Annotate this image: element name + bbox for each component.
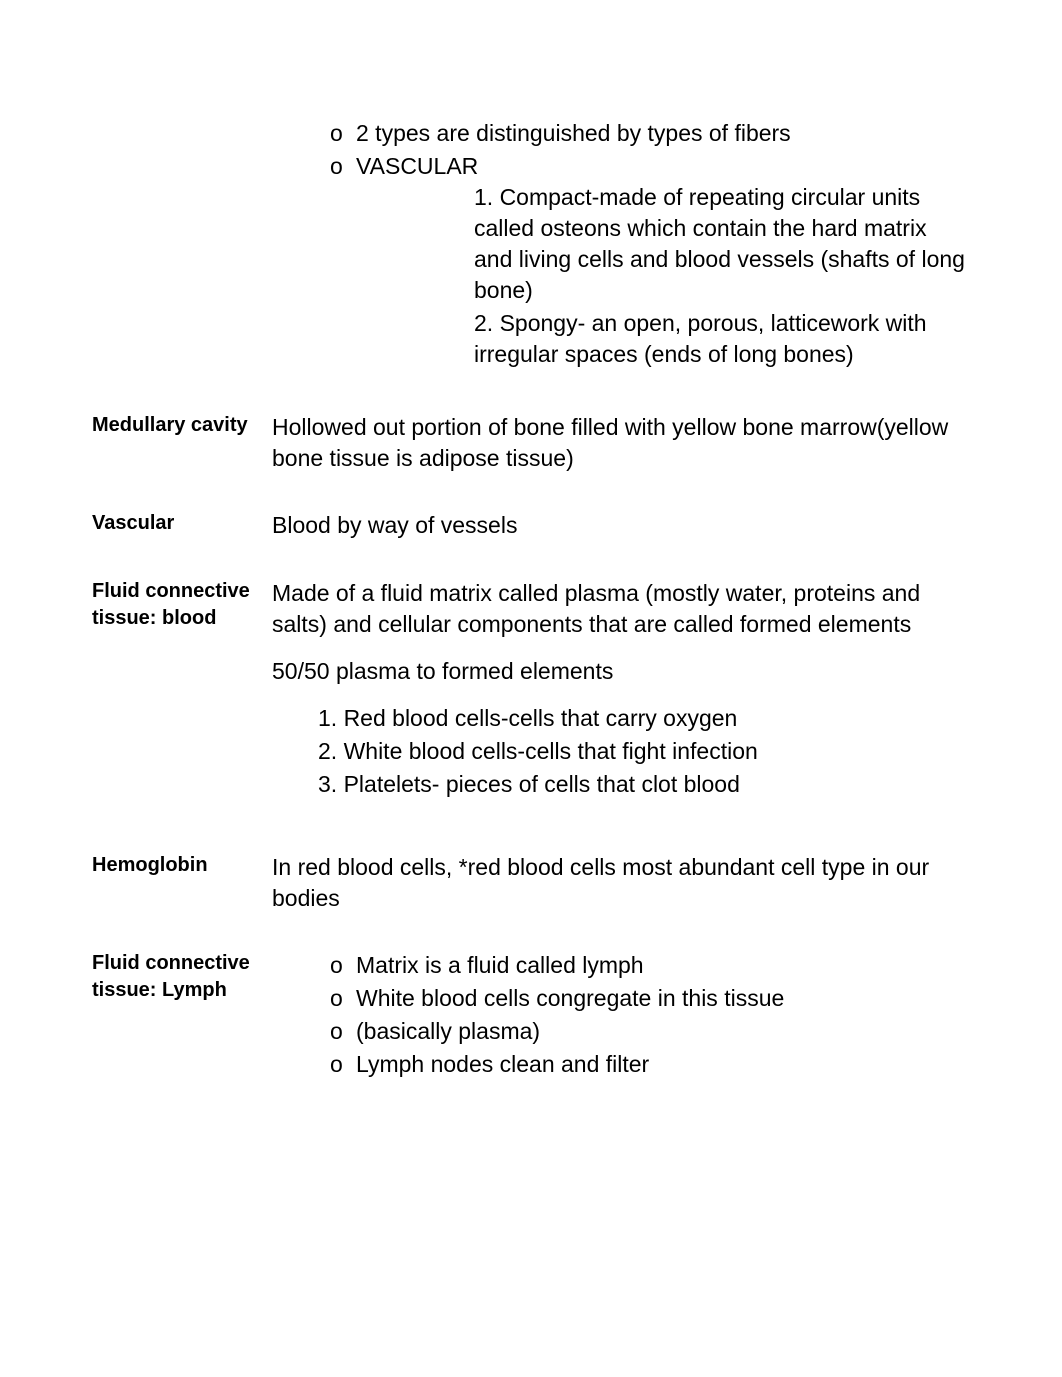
bullet-text: Matrix is a fluid called lymph: [356, 952, 644, 978]
paragraph: Hollowed out portion of bone filled with…: [272, 412, 970, 474]
definition: Matrix is a fluid called lymph White blo…: [272, 950, 970, 1082]
term-label: Medullary cavity: [92, 412, 272, 439]
paragraph: 50/50 plasma to formed elements: [272, 656, 970, 687]
list-item: 3. Platelets- pieces of cells that clot …: [318, 769, 970, 800]
blood-numlist: 1. Red blood cells-cells that carry oxyg…: [272, 703, 970, 800]
entry-fluid-connective-lymph: Fluid connective tissue: Lymph Matrix is…: [92, 950, 970, 1082]
entry-vascular: Vascular Blood by way of vessels: [92, 510, 970, 541]
entry-hemoglobin: Hemoglobin In red blood cells, *red bloo…: [92, 852, 970, 914]
term-label: Hemoglobin: [92, 852, 272, 879]
lymph-bullet-list: Matrix is a fluid called lymph White blo…: [272, 950, 970, 1080]
paragraph: In red blood cells, *red blood cells mos…: [272, 852, 970, 914]
list-item: (basically plasma): [330, 1016, 970, 1047]
term-label: Fluid connective tissue: blood: [92, 578, 272, 632]
page-container: 2 types are distinguished by types of fi…: [0, 0, 1062, 1178]
definition: Made of a fluid matrix called plasma (mo…: [272, 578, 970, 802]
entry-medullary-cavity: Medullary cavity Hollowed out portion of…: [92, 412, 970, 474]
definition: In red blood cells, *red blood cells mos…: [272, 852, 970, 914]
bullet-text: (basically plasma): [356, 1018, 540, 1044]
bullet-text: Lymph nodes clean and filter: [356, 1051, 649, 1077]
top-bullet-list: 2 types are distinguished by types of fi…: [272, 118, 970, 370]
list-item: VASCULAR 1. Compact-made of repeating ci…: [330, 151, 970, 370]
bullet-text: 2 types are distinguished by types of fi…: [356, 120, 791, 146]
bullet-text: White blood cells congregate in this tis…: [356, 985, 784, 1011]
definition: Hollowed out portion of bone filled with…: [272, 412, 970, 474]
top-nested-numlist: 1. Compact-made of repeating circular un…: [356, 182, 970, 370]
bullet-text: VASCULAR: [356, 153, 478, 179]
list-item: 1. Compact-made of repeating circular un…: [474, 182, 970, 306]
paragraph: Made of a fluid matrix called plasma (mo…: [272, 578, 970, 640]
list-item: White blood cells congregate in this tis…: [330, 983, 970, 1014]
term-label: Vascular: [92, 510, 272, 537]
definition: Blood by way of vessels: [272, 510, 970, 541]
list-item: 2 types are distinguished by types of fi…: [330, 118, 970, 149]
list-item: 1. Red blood cells-cells that carry oxyg…: [318, 703, 970, 734]
list-item: Lymph nodes clean and filter: [330, 1049, 970, 1080]
entry-fluid-connective-blood: Fluid connective tissue: blood Made of a…: [92, 578, 970, 802]
paragraph: Blood by way of vessels: [272, 510, 970, 541]
list-item: Matrix is a fluid called lymph: [330, 950, 970, 981]
top-section-row: 2 types are distinguished by types of fi…: [92, 118, 970, 372]
list-item: 2. White blood cells-cells that fight in…: [318, 736, 970, 767]
top-definition: 2 types are distinguished by types of fi…: [272, 118, 970, 372]
term-label: Fluid connective tissue: Lymph: [92, 950, 272, 1004]
list-item: 2. Spongy- an open, porous, latticework …: [474, 308, 970, 370]
